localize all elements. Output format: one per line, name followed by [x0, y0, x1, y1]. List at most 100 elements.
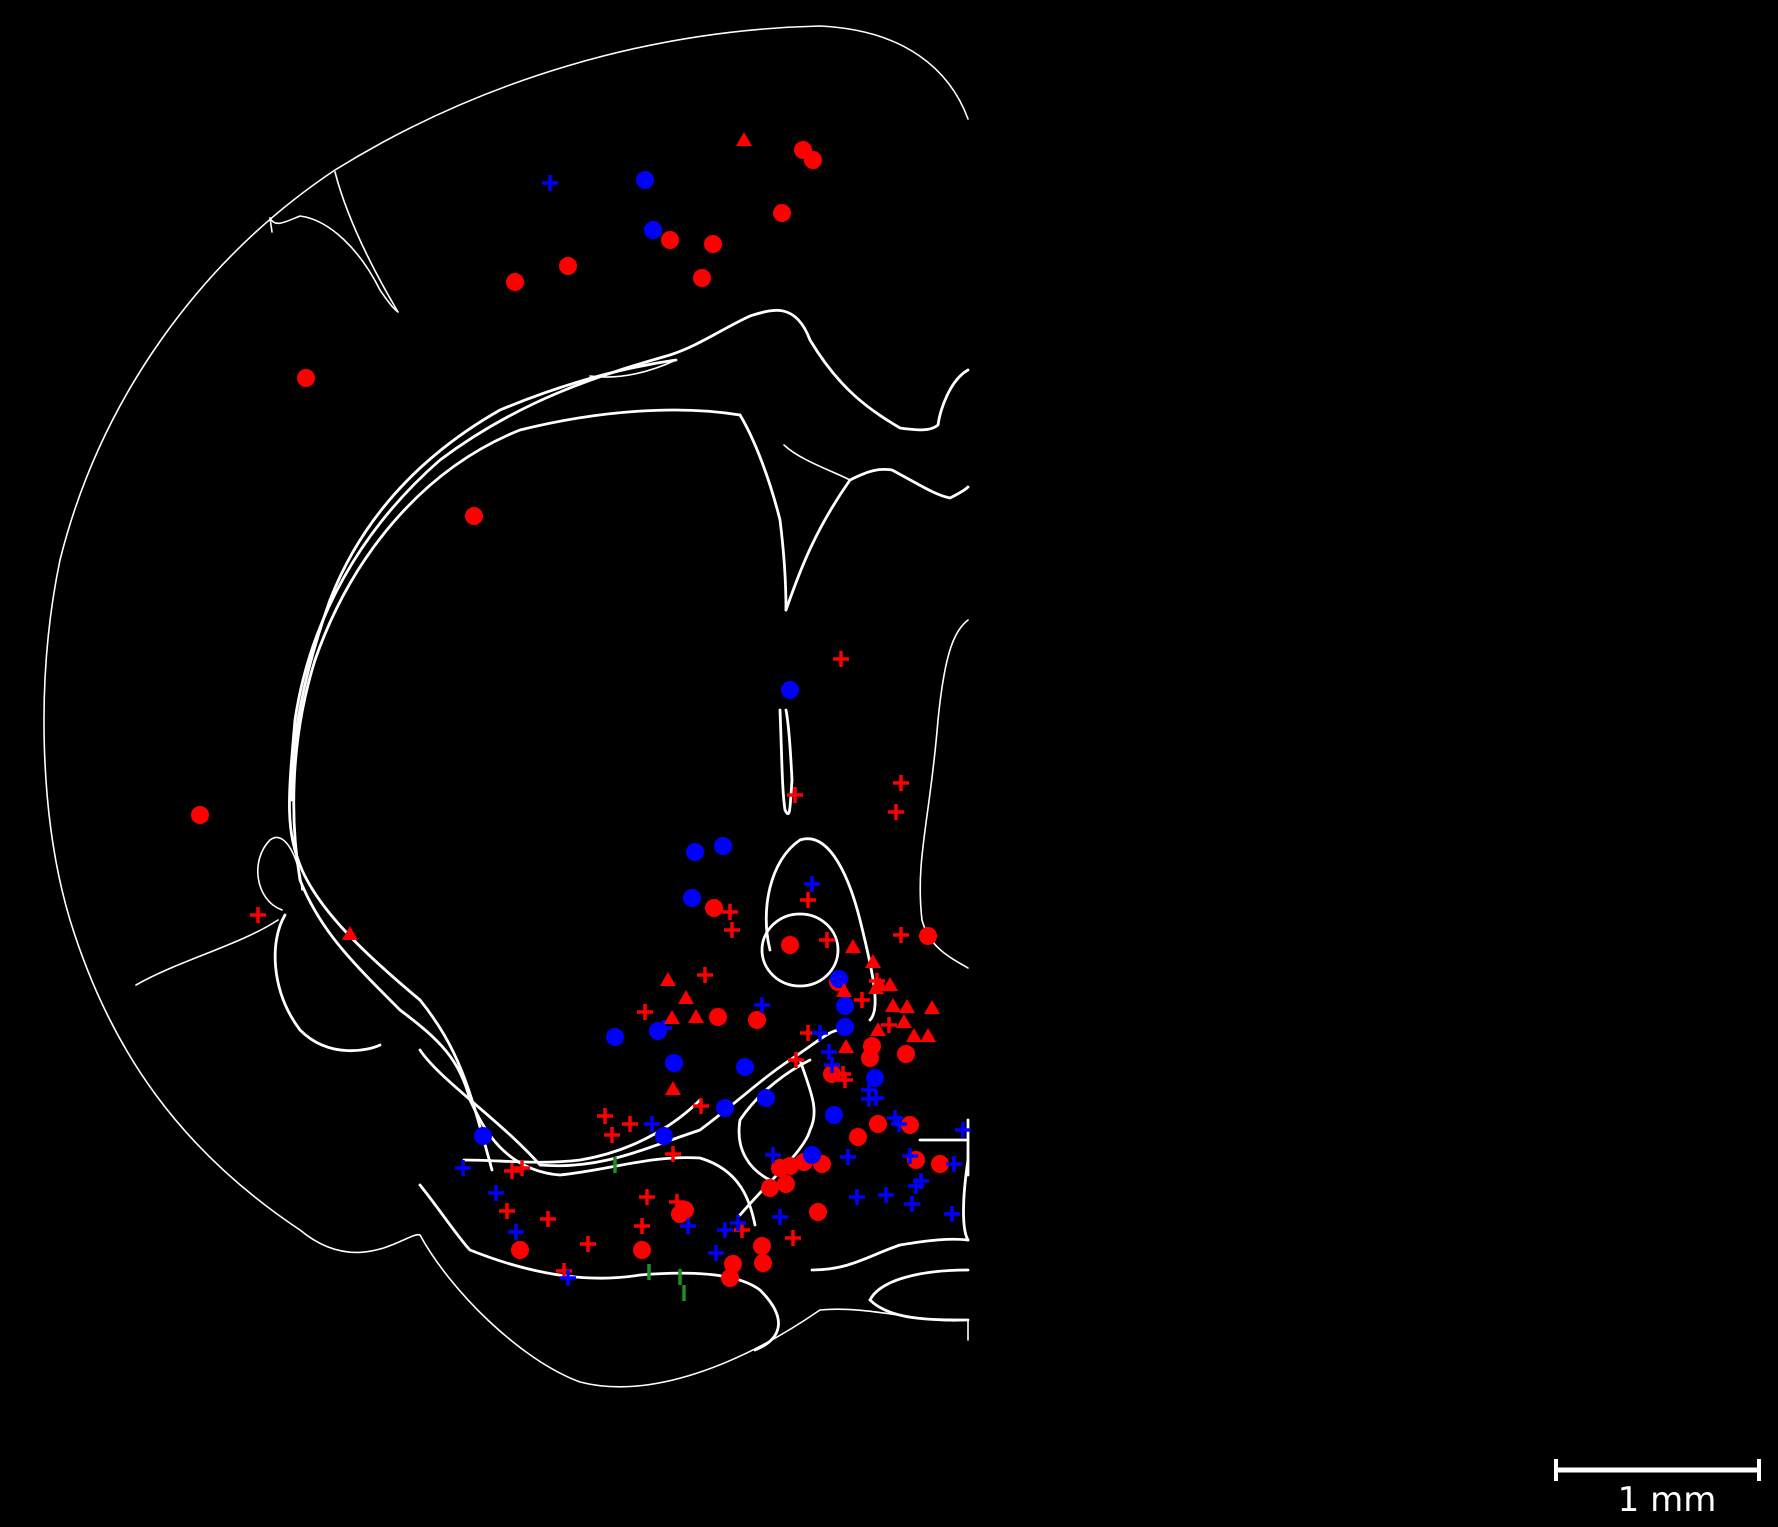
red-circle-marker [748, 1011, 766, 1029]
red-plus-marker [854, 992, 870, 1008]
red-triangle-marker [865, 954, 881, 968]
blue-circle-marker [636, 171, 654, 189]
red-circle-marker [559, 257, 577, 275]
red-triangle-marker [660, 972, 676, 986]
blue-plus-marker [560, 1270, 576, 1286]
red-circle-marker [777, 1175, 795, 1193]
red-plus-marker [637, 1004, 653, 1020]
red-triangle-marker [885, 998, 901, 1012]
red-circle-marker [721, 1269, 739, 1287]
red-plus-marker [622, 1116, 638, 1132]
red-circle-marker [804, 151, 822, 169]
red-plus-marker [669, 1194, 685, 1210]
blue-plus-marker [840, 1149, 856, 1165]
red-plus-marker [819, 932, 835, 948]
red-plus-marker [722, 904, 738, 920]
red-plus-marker [787, 787, 803, 803]
red-triangle-marker [920, 1028, 936, 1042]
red-triangle-marker [845, 939, 861, 953]
red-triangle-marker [906, 1028, 922, 1042]
red-circle-marker [633, 1241, 651, 1259]
blue-circle-marker [781, 681, 799, 699]
blue-plus-marker [904, 1196, 920, 1212]
blue-plus-marker [955, 1122, 971, 1138]
red-triangle-marker [836, 983, 852, 997]
red-circle-marker [931, 1155, 949, 1173]
red-circle-marker [761, 1179, 779, 1197]
red-plus-marker [580, 1236, 596, 1252]
red-plus-marker [724, 922, 740, 938]
marker-layer [191, 132, 971, 1301]
red-circle-marker [869, 1115, 887, 1133]
red-circle-marker [823, 1065, 841, 1083]
red-circle-marker [809, 1203, 827, 1221]
red-triangle-marker [870, 1022, 886, 1036]
blue-circle-marker [474, 1127, 492, 1145]
red-circle-marker [897, 1045, 915, 1063]
red-plus-marker [881, 1017, 897, 1033]
blue-circle-marker [644, 221, 662, 239]
red-triangle-marker [868, 980, 884, 994]
blue-plus-marker [878, 1187, 894, 1203]
blue-plus-marker [730, 1215, 746, 1231]
blue-circle-marker [825, 1106, 843, 1124]
red-circle-marker [297, 369, 315, 387]
blue-circle-marker [757, 1089, 775, 1107]
blue-plus-marker [946, 1156, 962, 1172]
red-triangle-marker [678, 990, 694, 1004]
blue-plus-marker [508, 1224, 524, 1240]
red-plus-marker [665, 1146, 681, 1162]
red-circle-marker [773, 204, 791, 222]
red-plus-marker [893, 927, 909, 943]
blue-circle-marker [606, 1028, 624, 1046]
red-circle-marker [661, 231, 679, 249]
blue-circle-marker [716, 1099, 734, 1117]
blue-plus-marker [754, 997, 770, 1013]
blue-circle-marker [683, 889, 701, 907]
blue-circle-marker [736, 1058, 754, 1076]
red-triangle-marker [736, 132, 752, 146]
red-plus-marker [597, 1108, 613, 1124]
blue-circle-marker [655, 1127, 673, 1145]
red-plus-marker [893, 775, 909, 791]
red-circle-marker [511, 1241, 529, 1259]
blue-circle-marker [830, 970, 848, 988]
scale-bar [1554, 1459, 1761, 1481]
red-circle-marker [781, 936, 799, 954]
blue-plus-marker [542, 175, 558, 191]
red-plus-marker [514, 1160, 530, 1176]
red-plus-marker [837, 1072, 853, 1088]
red-plus-marker [504, 1163, 520, 1179]
red-circle-marker [753, 1237, 771, 1255]
red-circle-marker [901, 1116, 919, 1134]
blue-plus-marker [455, 1160, 471, 1176]
red-plus-marker [634, 1218, 650, 1234]
red-circle-marker [771, 1159, 789, 1177]
red-plus-marker [833, 651, 849, 667]
blue-circle-marker [836, 1018, 854, 1036]
blue-plus-marker [868, 1090, 884, 1106]
red-circle-marker [465, 507, 483, 525]
blue-plus-marker [812, 1025, 828, 1041]
red-circle-marker [693, 269, 711, 287]
red-triangle-marker [924, 1000, 940, 1014]
blue-plus-marker [765, 1147, 781, 1163]
blue-plus-marker [772, 1209, 788, 1225]
red-circle-marker [705, 899, 723, 917]
red-plus-marker [250, 907, 266, 923]
red-circle-marker [754, 1254, 772, 1272]
red-plus-marker [800, 892, 816, 908]
red-plus-marker [540, 1211, 556, 1227]
blue-plus-marker [804, 876, 820, 892]
red-plus-marker [785, 1230, 801, 1246]
blue-plus-marker [821, 1044, 837, 1060]
blue-plus-marker [708, 1245, 724, 1261]
red-triangle-marker [899, 999, 915, 1013]
red-circle-marker [704, 235, 722, 253]
blue-plus-marker [902, 1148, 918, 1164]
blue-plus-marker [656, 1020, 672, 1036]
red-triangle-marker [688, 1009, 704, 1023]
blue-plus-marker [849, 1189, 865, 1205]
red-circle-marker [724, 1255, 742, 1273]
